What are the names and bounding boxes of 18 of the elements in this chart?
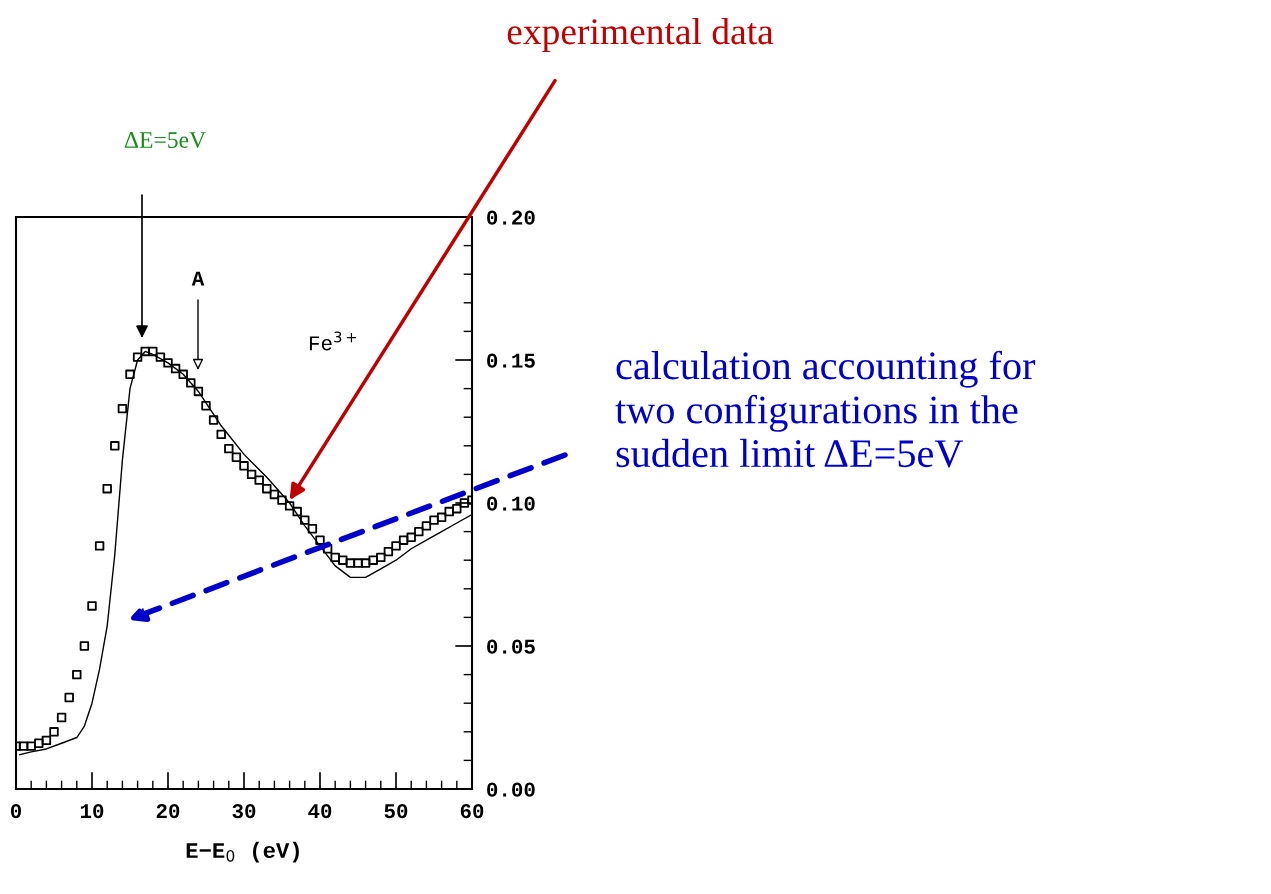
x-tick-label: 40 bbox=[308, 804, 332, 819]
text: ΔE=5eV bbox=[124, 132, 206, 149]
x-tick-label: 0 bbox=[10, 804, 22, 819]
annotation: A bbox=[191, 271, 205, 286]
x-tick-label: 50 bbox=[384, 804, 408, 819]
annotation: experimental data bbox=[507, 18, 774, 52]
x-tick-label: 30 bbox=[232, 804, 256, 819]
annotation: Fe$^{3+}$ bbox=[309, 331, 356, 351]
y-tick-label: 0.15 bbox=[487, 353, 535, 368]
x-tick-label: 60 bbox=[460, 804, 484, 819]
y-tick-label: 0.10 bbox=[487, 496, 535, 511]
x-tick-label: 20 bbox=[156, 804, 180, 819]
y-tick-label: 0.05 bbox=[487, 639, 535, 654]
text: E−E$_{0}$ (eV) bbox=[186, 841, 299, 863]
y-tick-label: 0.00 bbox=[487, 782, 535, 797]
y-tick-label: 0.20 bbox=[487, 210, 535, 225]
text: calculation accounting for two configurations in the sudden limit ΔE=5eV bbox=[615, 350, 1036, 468]
x-tick-label: 10 bbox=[80, 804, 104, 819]
